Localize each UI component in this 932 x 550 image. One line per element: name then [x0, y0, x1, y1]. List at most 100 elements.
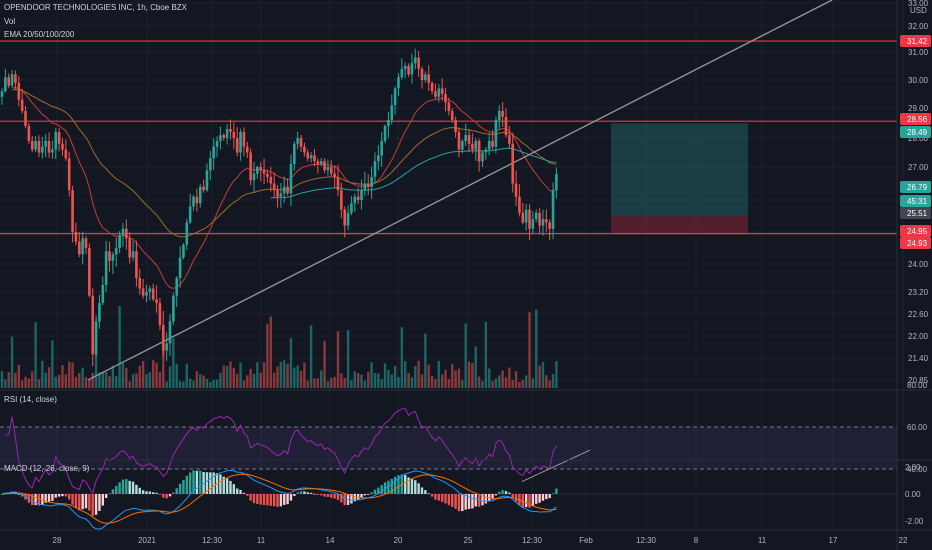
macd-histogram-bar: [91, 494, 94, 516]
candle-body: [434, 91, 437, 97]
macd-histogram-bar: [242, 492, 246, 494]
volume-bar: [276, 366, 279, 388]
candle-body: [484, 149, 488, 153]
macd-histogram-bar: [239, 489, 242, 494]
volume-bar: [535, 309, 538, 388]
candle-body: [269, 176, 273, 184]
volume-bar: [152, 360, 155, 388]
macd-histogram-bar: [165, 494, 168, 499]
macd-histogram-bar: [316, 494, 320, 495]
volume-bar: [108, 376, 111, 388]
trend-line[interactable]: [87, 0, 833, 381]
rsi-band: [0, 427, 897, 469]
volume-bar: [296, 365, 299, 388]
volume-bar: [551, 373, 555, 388]
position-box[interactable]: [611, 123, 748, 235]
volume-bar: [471, 362, 474, 388]
macd-histogram-bar: [383, 482, 387, 494]
candles[interactable]: [0, 48, 558, 367]
volume-bar: [494, 378, 498, 388]
volume-bar: [215, 379, 219, 388]
time-tick-label: 12:30: [522, 536, 543, 545]
candle-body: [34, 140, 37, 150]
volume-bar: [383, 363, 387, 388]
volume-bar: [518, 381, 521, 388]
candle-body: [71, 190, 74, 232]
stop-zone: [611, 215, 748, 235]
volume-bar: [162, 333, 165, 388]
volume-bar: [7, 372, 10, 388]
price-label-box: [900, 181, 931, 193]
macd-histogram-bar: [524, 494, 528, 508]
volume-bar: [447, 379, 451, 388]
macd-histogram-bar: [51, 494, 54, 501]
time-tick-label: 11: [257, 536, 266, 545]
volume-bar: [407, 372, 410, 388]
macd-histogram-bar: [135, 484, 138, 494]
macd-histogram-bar: [457, 494, 461, 512]
candle-body: [356, 196, 360, 200]
volume-bar: [289, 338, 293, 388]
macd-histogram-bar: [551, 493, 555, 495]
price-tick-label: 22.60: [908, 310, 929, 319]
volume-bar: [182, 381, 185, 388]
price-tick-label: 22.00: [908, 332, 929, 341]
candle-body: [346, 212, 350, 226]
macd-histogram-bar: [188, 472, 192, 494]
price-label-box: [900, 237, 931, 249]
volume-bar: [24, 376, 27, 388]
macd-histogram-bar: [330, 494, 333, 498]
volume-bar: [61, 364, 64, 388]
price-tick-label: 32.00: [908, 22, 929, 31]
volume-bar: [195, 371, 199, 388]
candle-body: [235, 138, 239, 153]
volume-bar: [0, 371, 4, 388]
volume-bars: [0, 306, 558, 388]
time-tick-label: 22: [899, 536, 908, 545]
candle-body: [329, 167, 333, 174]
profit-zone: [611, 123, 748, 216]
candle-body: [44, 140, 47, 147]
volume-bar: [4, 379, 7, 388]
macd-histogram-bar: [424, 490, 427, 494]
volume-bar: [242, 380, 246, 388]
candle-body: [212, 146, 215, 159]
candle-body: [57, 132, 61, 144]
trend-line-segment: [87, 0, 833, 381]
volume-bar: [353, 371, 356, 388]
candle-body: [380, 140, 383, 156]
candle-body: [471, 143, 474, 150]
macd-histogram-bar: [104, 494, 108, 499]
chart-title: OPENDOOR TECHNOLOGIES INC, 1h, Cboe BZX: [4, 3, 188, 12]
volume-bar: [91, 372, 94, 388]
volume-bar: [444, 369, 447, 388]
candle-body: [125, 228, 128, 239]
candle-body: [461, 140, 464, 150]
macd-histogram-bar: [172, 492, 175, 494]
volume-bar: [531, 378, 535, 388]
volume-bar: [326, 381, 330, 388]
volume-bar: [41, 360, 44, 388]
candle-body: [151, 288, 155, 300]
volume-bar: [17, 364, 20, 388]
macd-histogram-bar: [498, 491, 501, 494]
volume-bar: [158, 371, 162, 388]
macd-histogram-bar: [494, 494, 498, 496]
candle-body: [353, 196, 357, 204]
volume-bar: [306, 380, 309, 388]
price-label-box: [900, 225, 931, 237]
horizontal-levels[interactable]: [0, 40, 897, 235]
candle-body: [27, 126, 31, 141]
macd-histogram-bar: [37, 494, 41, 506]
volume-bar: [467, 361, 471, 388]
macd-histogram-bar: [27, 494, 31, 503]
candle-body: [108, 251, 111, 261]
candle-body: [454, 120, 457, 132]
price-label: 45:31: [907, 197, 928, 206]
volume-bar: [51, 340, 54, 388]
volume-bar: [44, 372, 47, 388]
macd-histogram-bar: [195, 470, 199, 494]
candle-body: [239, 132, 242, 153]
volume-legend: Vol: [4, 17, 16, 26]
